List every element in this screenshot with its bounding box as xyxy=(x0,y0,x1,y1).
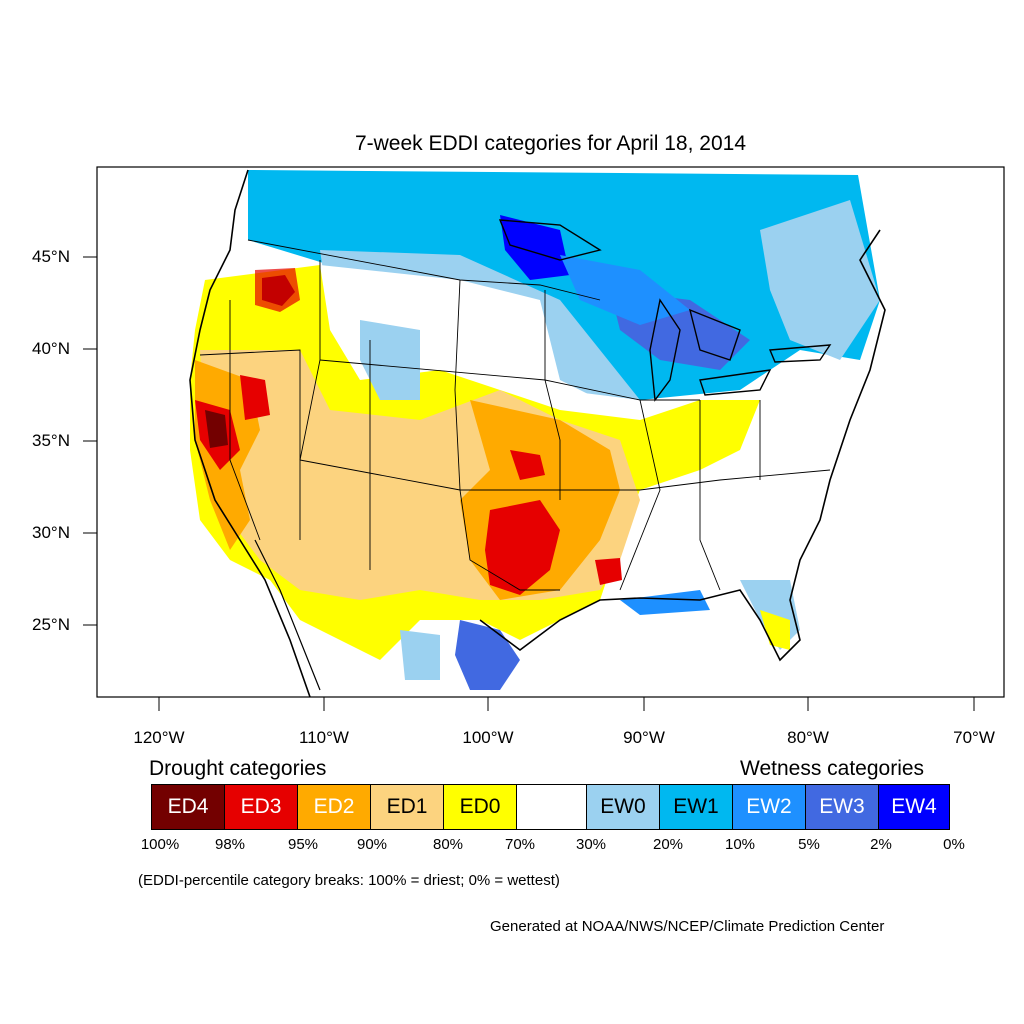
map-title: 7-week EDDI categories for April 18, 201… xyxy=(354,132,747,155)
pct-label: 90% xyxy=(356,836,388,853)
pct-label: 0% xyxy=(943,836,965,853)
legend-cell-ew0: EW0 xyxy=(586,784,660,830)
legend-cell-neutral xyxy=(516,784,587,830)
lat-label-45: 45°N xyxy=(32,247,70,266)
legend-cell-ew3: EW3 xyxy=(805,784,879,830)
wet-region-mexico-light xyxy=(400,630,440,680)
pct-label: 5% xyxy=(798,836,820,853)
legend-cell-ed3: ED3 xyxy=(224,784,298,830)
dry-region-ed3-nevada xyxy=(240,375,270,420)
category-breaks-note: (EDDI-percentile category breaks: 100% =… xyxy=(138,872,560,889)
lat-ticks xyxy=(83,256,97,626)
pct-label: 70% xyxy=(504,836,536,853)
neutral-region-plains xyxy=(320,265,640,430)
dry-region-ed3-kansas xyxy=(510,450,545,480)
pct-label: 100% xyxy=(140,836,180,853)
wetness-heading: Wetness categories xyxy=(740,757,925,780)
lon-label-120: 120°W xyxy=(133,728,185,747)
legend-cell-ed1: ED1 xyxy=(370,784,444,830)
pct-label: 95% xyxy=(287,836,319,853)
lon-label-100: 100°W xyxy=(462,728,514,747)
dry-region-florida xyxy=(760,610,790,650)
lat-label-25: 25°N xyxy=(32,615,70,634)
pct-label: 10% xyxy=(724,836,756,853)
coastline-baja xyxy=(254,539,321,691)
coastline-gulf xyxy=(479,229,886,662)
map-frame xyxy=(96,166,1005,698)
wet-region-superior xyxy=(500,215,570,280)
dry-region-ed3-arkansas xyxy=(595,558,622,585)
pct-label: 2% xyxy=(870,836,892,853)
wet-region-north-dark xyxy=(560,255,690,325)
lon-label-80: 80°W xyxy=(787,728,829,747)
legend-cell-ed2: ED2 xyxy=(297,784,371,830)
pct-label: 98% xyxy=(214,836,246,853)
credit-text: Generated at NOAA/NWS/NCEP/Climate Predi… xyxy=(490,918,885,935)
lat-label-30: 30°N xyxy=(32,523,70,542)
legend-cell-ew2: EW2 xyxy=(732,784,806,830)
wet-region-gulf-coast xyxy=(620,590,710,615)
neutral-region-southeast xyxy=(700,470,830,590)
lon-ticks xyxy=(158,697,975,711)
legend-cell-ed4: ED4 xyxy=(151,784,225,830)
dry-region-ed3-texas xyxy=(485,500,560,595)
dry-region-ed3-oregon xyxy=(255,268,300,312)
legend-cell-ew1: EW1 xyxy=(659,784,733,830)
wet-region-north-east xyxy=(760,200,880,360)
drought-heading: Drought categories xyxy=(149,757,327,780)
wet-region-rockies xyxy=(360,320,420,400)
lon-label-90: 90°W xyxy=(623,728,665,747)
great-lakes xyxy=(498,219,832,402)
lon-label-70: 70°W xyxy=(953,728,995,747)
state-borders xyxy=(199,239,831,591)
pct-label: 30% xyxy=(575,836,607,853)
dry-region-ed4-california xyxy=(205,410,228,448)
lon-label-110: 110°W xyxy=(299,728,349,747)
legend-cell-ed0: ED0 xyxy=(443,784,517,830)
lat-label-40: 40°N xyxy=(32,339,70,358)
pct-label: 80% xyxy=(432,836,464,853)
legend-cell-ew4: EW4 xyxy=(878,784,950,830)
lat-label-35: 35°N xyxy=(32,431,70,450)
pct-label: 20% xyxy=(652,836,684,853)
coastline-west xyxy=(189,169,311,697)
